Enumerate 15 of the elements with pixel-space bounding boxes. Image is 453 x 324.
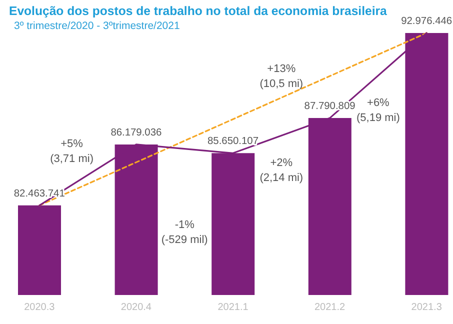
chart-subtitle: 3º trimestre/2020 - 3ºtrimestre/2021 <box>14 20 180 32</box>
data-label: 92.976.446 <box>401 16 452 27</box>
x-tick-label: 2021.3 <box>411 302 442 314</box>
data-label: 86.179.036 <box>110 127 162 138</box>
annotation: -1% (-529 mil) <box>160 218 209 248</box>
chart-title: Evolução dos postos de trabalho no total da economia brasileira <box>9 4 387 18</box>
annotation: +6% (5,19 mi) <box>356 96 400 124</box>
data-label: 85.650.107 <box>208 136 259 148</box>
x-tick-label: 2021.2 <box>314 302 346 314</box>
annotation: +13% (10,5 mi) <box>258 62 304 92</box>
annotation: +2% (2,14 mi) <box>258 156 304 186</box>
x-tick-label: 2020.4 <box>120 302 152 314</box>
annotation: +5% (3,71 mi) <box>49 136 94 167</box>
x-tick-label: 2020.3 <box>24 302 56 314</box>
x-tick-label: 2021.1 <box>218 302 249 314</box>
